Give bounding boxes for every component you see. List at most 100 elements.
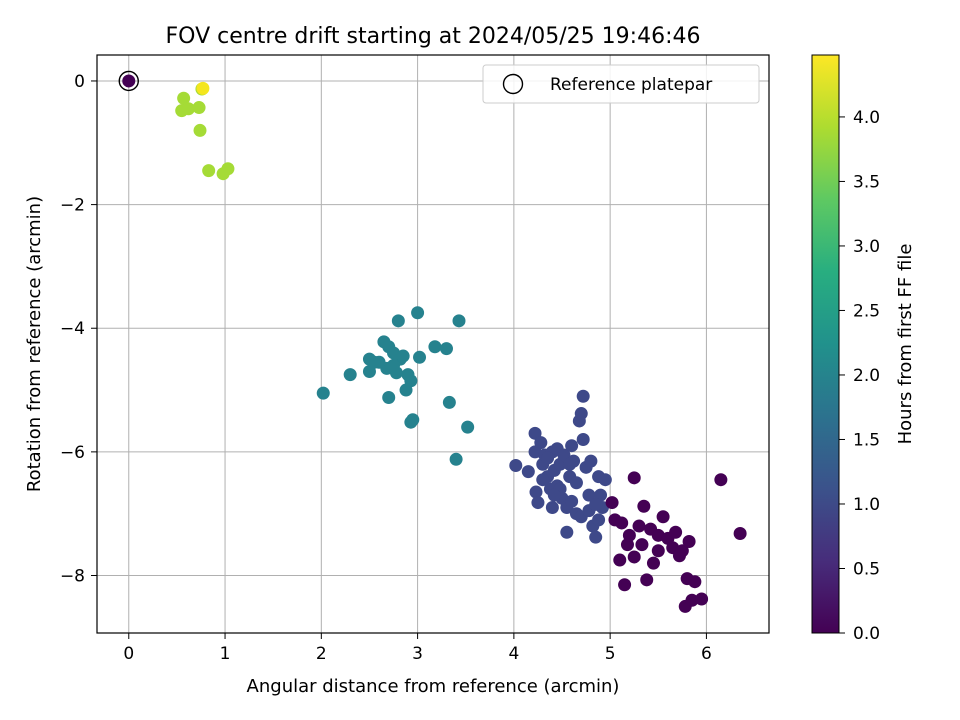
x-tick-label: 1 (220, 644, 231, 664)
legend: Reference platepar (482, 64, 760, 104)
data-point-earliest (627, 550, 641, 564)
data-points (175, 81, 747, 613)
data-point-earliest (613, 553, 627, 567)
data-point-early (589, 530, 603, 544)
colorbar-tick-label: 1.5 (853, 430, 880, 450)
data-point-early (563, 457, 577, 471)
data-point-early (589, 497, 603, 511)
data-point-mid (387, 358, 401, 372)
y-tick-label: 0 (74, 72, 85, 92)
data-point-earliest (733, 526, 747, 540)
data-point-mid (343, 368, 357, 382)
colorbar-tick-label: 3.0 (853, 237, 880, 257)
data-point-mid (442, 395, 456, 409)
data-point-mid (406, 413, 420, 427)
legend-marker (502, 73, 524, 95)
data-point-mid (372, 355, 386, 369)
data-point-early (545, 501, 559, 515)
data-point-early (534, 436, 548, 450)
data-point-early (576, 433, 590, 447)
x-axis-ticks: 0 1 2 3 4 5 6 (123, 633, 712, 664)
colorbar-ticks: 0.0 0.5 1.0 1.5 2.0 2.5 3.0 3.5 4.0 (839, 108, 880, 644)
x-tick-label: 2 (316, 644, 327, 664)
reference-marker (118, 70, 139, 92)
legend-label: Reference platepar (550, 75, 712, 95)
data-point-earliest (622, 528, 636, 542)
data-point-earliest (669, 525, 683, 539)
y-tick-label: −2 (60, 196, 85, 216)
colorbar-label: Hours from first FF file (895, 244, 916, 445)
data-point-mid (461, 420, 475, 434)
colorbar-tick-label: 2.5 (853, 301, 880, 321)
data-point-earliest (637, 499, 651, 513)
y-axis-label: Rotation from reference (arcmin) (24, 196, 45, 492)
data-point-early (560, 525, 574, 539)
data-point-early (569, 476, 583, 490)
data-point-mid (404, 374, 418, 388)
data-point-early (531, 496, 545, 510)
data-point-early (598, 473, 612, 487)
data-point-early (557, 448, 571, 462)
y-axis-ticks: 0 −2 −4 −6 −8 (60, 72, 97, 587)
data-point-early (547, 488, 561, 502)
x-tick-label: 3 (412, 644, 423, 664)
colorbar-tick-label: 0.0 (853, 624, 880, 644)
data-point-early (574, 407, 588, 421)
data-point-early (565, 439, 579, 453)
data-point-early (565, 494, 579, 508)
data-point-mid (439, 342, 453, 356)
data-point-earliest (685, 593, 699, 607)
data-point-earliest (651, 544, 665, 558)
data-point-earliest (635, 538, 649, 552)
data-point-late (177, 91, 191, 105)
grid (97, 55, 769, 633)
colorbar: 0.0 0.5 1.0 1.5 2.0 2.5 3.0 3.5 4.0 Hours from f… (811, 54, 916, 644)
data-point-earliest (627, 471, 641, 485)
colorbar-tick-label: 3.5 (853, 172, 880, 192)
x-tick-label: 0 (123, 644, 134, 664)
colorbar-tick-label: 1.0 (853, 495, 880, 515)
data-point-earliest (695, 592, 709, 606)
colorbar-tick-label: 4.0 (853, 108, 880, 128)
y-tick-label: −8 (60, 567, 85, 587)
data-point-earliest (646, 556, 660, 570)
y-tick-label: −4 (60, 319, 85, 339)
data-point-mid (316, 386, 330, 400)
data-point-early (582, 488, 596, 502)
data-point-early (509, 458, 523, 472)
data-point-earliest (714, 473, 728, 487)
x-tick-label: 4 (508, 644, 519, 664)
data-point-mid (413, 350, 427, 364)
data-point-late (221, 162, 235, 176)
data-point-early (576, 389, 590, 403)
data-point-early (541, 451, 555, 465)
data-point-early (536, 473, 550, 487)
data-point-early (521, 465, 535, 479)
data-point-earliest (675, 544, 689, 558)
colorbar-tick-label: 2.0 (853, 366, 880, 386)
data-point-mid (428, 340, 442, 354)
data-point-earliest (618, 578, 632, 592)
data-point-earliest (640, 573, 654, 587)
data-point-early (529, 485, 543, 499)
colorbar-gradient (811, 54, 840, 634)
data-point-mid (391, 314, 405, 328)
data-point-mid (396, 349, 410, 363)
colorbar-tick-label: 0.5 (853, 559, 880, 579)
chart-title: FOV centre drift starting at 2024/05/25 … (166, 24, 701, 49)
data-point-late (181, 102, 195, 116)
data-point-earliest (688, 575, 702, 589)
x-tick-label: 6 (701, 644, 712, 664)
data-point-earliest (656, 510, 670, 524)
data-point-mid (382, 390, 396, 404)
x-axis-label: Angular distance from reference (arcmin) (247, 676, 620, 697)
data-point-late (202, 164, 216, 178)
data-point-late (193, 123, 207, 137)
data-point-late-yellow (196, 81, 210, 95)
data-point-early (528, 426, 542, 440)
data-point-early (592, 513, 606, 527)
reference-point-fill (122, 74, 136, 88)
data-point-late (192, 101, 206, 115)
data-point-earliest (605, 496, 619, 510)
reference-point-ring (118, 70, 139, 92)
